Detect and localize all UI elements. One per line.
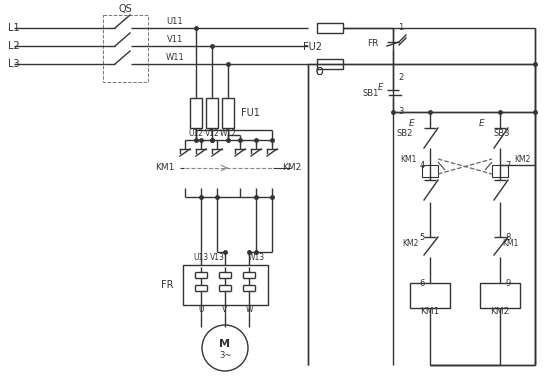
Text: 3~: 3~ [219, 350, 231, 359]
Text: V13: V13 [210, 252, 224, 261]
Text: 3: 3 [398, 108, 403, 117]
Text: W11: W11 [165, 52, 185, 62]
Text: QS: QS [118, 4, 132, 14]
Text: FR: FR [367, 40, 379, 49]
Text: O: O [316, 67, 324, 77]
Text: 9: 9 [505, 279, 511, 288]
Text: KM2: KM2 [402, 239, 418, 247]
Text: V11: V11 [167, 35, 183, 43]
Text: 5: 5 [420, 233, 425, 242]
Text: KM2: KM2 [282, 163, 301, 173]
Text: W12: W12 [219, 130, 236, 138]
Text: U: U [198, 306, 204, 315]
Text: FU2: FU2 [304, 42, 323, 52]
Bar [183, 265, 268, 305]
Text: E: E [409, 119, 415, 128]
Text: E: E [479, 119, 485, 128]
Text: O: O [315, 67, 323, 77]
Text: KM2: KM2 [514, 155, 530, 163]
Text: W: W [245, 306, 253, 315]
Text: V: V [222, 306, 228, 315]
Text: W13: W13 [247, 252, 265, 261]
Text: KM1: KM1 [155, 163, 175, 173]
Text: L1: L1 [8, 23, 20, 33]
Bar [317, 23, 343, 33]
Text: M: M [219, 339, 230, 349]
Text: KM1: KM1 [420, 307, 440, 317]
Text: V12: V12 [205, 130, 219, 138]
Text: L2: L2 [8, 41, 20, 51]
Text: L3: L3 [8, 59, 20, 69]
Text: 2: 2 [398, 73, 403, 81]
Bar [317, 59, 343, 69]
Text: U11: U11 [167, 16, 183, 25]
Bar [480, 283, 520, 308]
Text: U12: U12 [188, 130, 204, 138]
Bar [222, 98, 234, 128]
Text: FR: FR [161, 280, 173, 290]
Bar [206, 98, 218, 128]
Text: SB1: SB1 [363, 89, 379, 98]
Text: 1: 1 [398, 24, 403, 33]
Bar [410, 283, 450, 308]
Text: FU1: FU1 [241, 108, 259, 118]
Text: 6: 6 [420, 279, 425, 288]
Bar [422, 165, 438, 177]
Text: U13: U13 [193, 252, 209, 261]
Text: KM1: KM1 [400, 155, 416, 163]
Bar [492, 165, 508, 177]
Text: KM1: KM1 [502, 239, 518, 247]
Text: 7: 7 [505, 160, 511, 169]
Text: 4: 4 [420, 160, 425, 169]
Text: 8: 8 [505, 233, 511, 242]
Text: SB2: SB2 [397, 128, 413, 138]
Bar [190, 98, 202, 128]
Text: KM2: KM2 [490, 307, 509, 317]
Text: SB3: SB3 [494, 128, 511, 138]
Text: E: E [377, 84, 383, 92]
